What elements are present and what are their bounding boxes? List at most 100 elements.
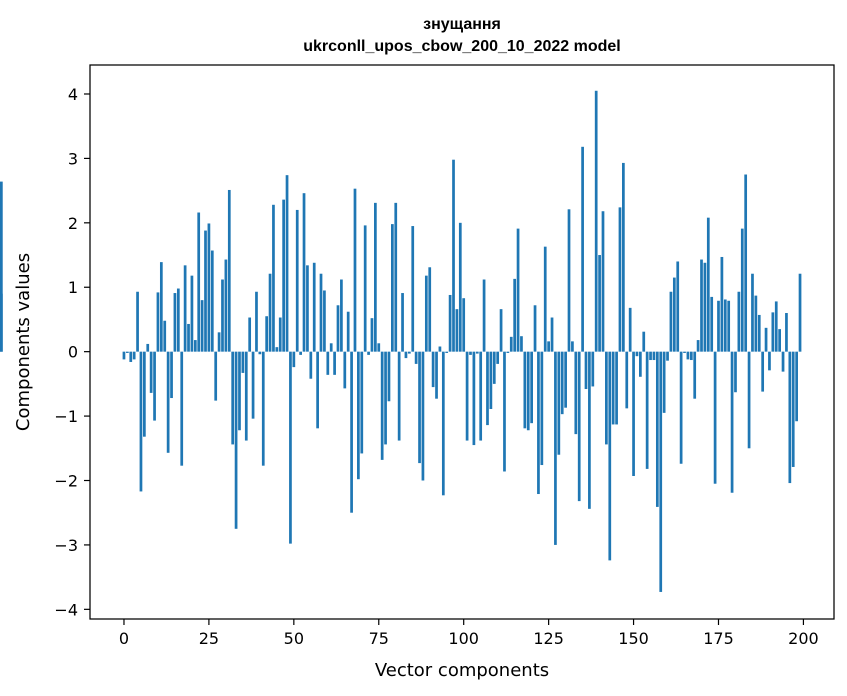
bar-28 xyxy=(217,332,221,352)
bar-83 xyxy=(404,351,408,359)
y-axis-ticks: −4 −3 −2 −1 0 1 2 3 4 xyxy=(54,85,90,619)
bar-163 xyxy=(676,261,680,352)
bar-183 xyxy=(744,174,748,352)
bar-94 xyxy=(441,351,445,496)
bar-23 xyxy=(200,300,204,352)
bar-192 xyxy=(774,301,778,352)
bar-67 xyxy=(350,351,353,513)
bar-0 xyxy=(122,351,126,360)
bar-72 xyxy=(367,351,370,355)
bar-169 xyxy=(696,340,700,352)
bar-3 xyxy=(132,351,136,360)
bar-96 xyxy=(448,294,452,352)
y-axis-label: Components values xyxy=(13,253,34,431)
bar-124 xyxy=(543,246,547,352)
y-tick-label: −2 xyxy=(54,472,78,491)
bar-64 xyxy=(340,279,343,352)
bar-194 xyxy=(781,351,785,372)
bar-99 xyxy=(458,222,462,352)
bar-76 xyxy=(380,351,384,460)
bar-54 xyxy=(306,265,309,352)
x-tick-label: 150 xyxy=(618,629,649,648)
bar-145 xyxy=(615,351,618,425)
bar-120 xyxy=(530,351,533,424)
bar-167 xyxy=(689,351,693,361)
bar-101 xyxy=(465,351,469,441)
bar-117 xyxy=(520,336,523,352)
y-tick-label: 3 xyxy=(68,149,78,168)
bar-154 xyxy=(645,351,649,469)
bar-142 xyxy=(605,351,608,445)
bars-group xyxy=(0,90,802,592)
bar-104 xyxy=(475,351,479,354)
bar-119 xyxy=(526,351,530,431)
bar-11 xyxy=(159,262,163,352)
bar-182 xyxy=(740,228,744,352)
bar-5 xyxy=(139,351,143,492)
bar-188 xyxy=(761,351,765,392)
y-tick-label: 4 xyxy=(68,85,78,104)
bar-65 xyxy=(343,351,347,389)
bar-75 xyxy=(377,343,381,352)
bar-33 xyxy=(234,351,238,529)
x-tick-label: 200 xyxy=(788,629,819,648)
bar-175 xyxy=(717,300,720,352)
bar-128 xyxy=(557,351,561,455)
bar-197 xyxy=(791,351,795,467)
bar-49 xyxy=(289,351,292,544)
bar-196 xyxy=(788,351,792,484)
bar-148 xyxy=(625,351,629,409)
bar-105 xyxy=(479,351,483,441)
bar-7 xyxy=(146,343,150,352)
bar-159 xyxy=(662,351,666,413)
bar-62 xyxy=(333,351,336,375)
bar-115 xyxy=(513,278,517,352)
bar-57 xyxy=(316,351,319,429)
bar-61 xyxy=(329,343,333,352)
bar-144 xyxy=(611,351,615,425)
bar-147 xyxy=(622,162,625,352)
bar-19 xyxy=(187,323,190,352)
bar-155 xyxy=(649,351,652,361)
bar-34 xyxy=(238,351,241,431)
x-axis-label: Vector components xyxy=(375,660,549,681)
bar-191 xyxy=(771,312,775,352)
bar-45 xyxy=(275,347,279,352)
plot-frame xyxy=(89,64,835,620)
bar-130 xyxy=(564,351,567,408)
bar-40 xyxy=(258,351,262,355)
bar-143 xyxy=(608,351,612,561)
bar-89 xyxy=(424,275,428,352)
bar-146 xyxy=(618,207,622,352)
bar-60 xyxy=(326,351,330,375)
bar-29 xyxy=(221,279,224,352)
bar-125 xyxy=(547,341,550,352)
bar-151 xyxy=(635,351,639,357)
bar-84 xyxy=(407,351,411,354)
x-tick-label: 175 xyxy=(703,629,734,648)
bar-140 xyxy=(598,255,601,352)
y-tick-label: −1 xyxy=(54,407,78,426)
bar-77 xyxy=(384,351,387,445)
x-tick-label: 100 xyxy=(448,629,479,648)
bar-16 xyxy=(176,288,180,352)
bar-6 xyxy=(143,351,146,437)
bar-111 xyxy=(499,309,503,352)
bar-109 xyxy=(492,351,496,384)
bar-166 xyxy=(686,351,690,360)
chart-subtitle: ukrconll_upos_cbow_200_10_2022 model xyxy=(303,38,620,55)
bar-176 xyxy=(720,256,724,352)
bar-110 xyxy=(496,351,500,364)
bar-27 xyxy=(214,351,218,401)
bar-42 xyxy=(265,316,269,352)
chart-title: знущання xyxy=(423,16,501,33)
bar-41 xyxy=(261,351,265,466)
bar-190 xyxy=(768,351,771,371)
bar-138 xyxy=(591,351,595,387)
bar-180 xyxy=(734,351,737,393)
bar-31 xyxy=(227,189,231,352)
bar-51 xyxy=(295,209,299,352)
bar-122 xyxy=(537,351,540,495)
bar-161 xyxy=(669,291,673,352)
bar-160 xyxy=(666,351,669,361)
